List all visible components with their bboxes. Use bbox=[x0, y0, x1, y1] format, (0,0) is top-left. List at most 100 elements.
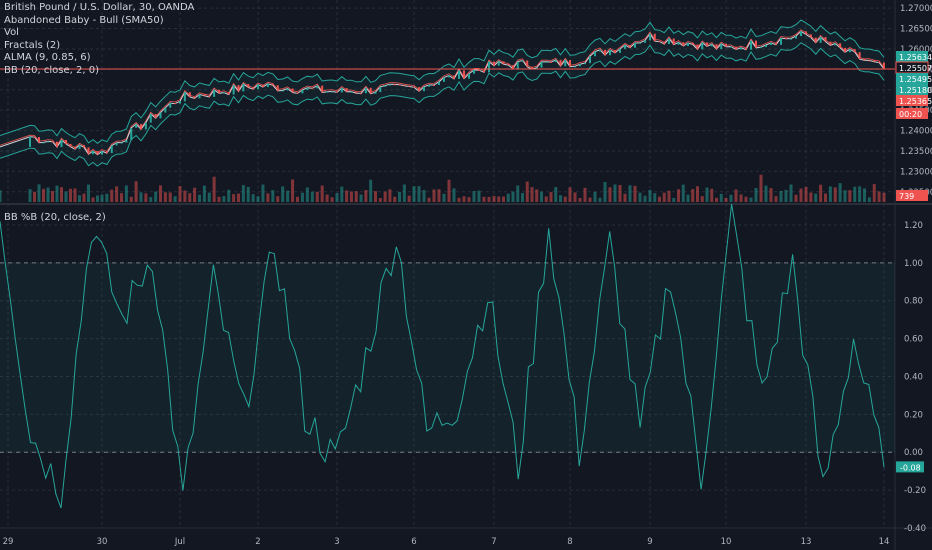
legend-symbol[interactable]: British Pound / U.S. Dollar, 30, OANDA bbox=[4, 2, 195, 13]
legend-bb-percent[interactable]: BB %B (20, close, 2) bbox=[4, 212, 106, 223]
candle bbox=[418, 87, 420, 92]
volume-bar bbox=[359, 194, 363, 202]
candle bbox=[682, 42, 685, 47]
volume-bar bbox=[33, 191, 36, 202]
price-badge-text: 1.25634 bbox=[899, 53, 932, 62]
time-tick-label: 14 bbox=[879, 537, 890, 547]
volume-bar bbox=[46, 187, 50, 202]
legend-alma[interactable]: ALMA (9, 0.85, 6) bbox=[4, 52, 91, 63]
volume-bar bbox=[398, 191, 402, 202]
legend-bb[interactable]: BB (20, close, 2, 0) bbox=[4, 64, 99, 76]
volume-bar bbox=[188, 193, 192, 202]
candle bbox=[649, 33, 651, 41]
volume-bar bbox=[848, 190, 852, 202]
volume-bar bbox=[369, 179, 373, 202]
price-badge-text: 00:20 bbox=[899, 110, 922, 119]
legend-fractals[interactable]: Fractals (2) bbox=[4, 39, 61, 51]
price-badge-bg bbox=[896, 84, 928, 95]
volume-bar bbox=[120, 193, 123, 202]
candle bbox=[858, 52, 861, 60]
candle bbox=[125, 140, 128, 143]
volume-bar bbox=[691, 189, 695, 202]
volume-bar bbox=[472, 191, 476, 202]
price-badge-text: 739 bbox=[899, 192, 914, 201]
candle bbox=[306, 87, 309, 91]
volume-bar bbox=[749, 197, 753, 202]
candle bbox=[720, 43, 723, 50]
volume-bar bbox=[427, 197, 431, 202]
candle bbox=[785, 38, 787, 40]
volume-bar bbox=[310, 191, 314, 202]
volume-bar bbox=[237, 193, 240, 202]
volume-bar bbox=[402, 184, 406, 202]
candle bbox=[105, 151, 108, 154]
volume-bar bbox=[325, 194, 329, 202]
volume-bar bbox=[144, 193, 148, 202]
volume-bar bbox=[335, 193, 339, 202]
candle bbox=[369, 87, 372, 94]
volume-bar bbox=[705, 187, 709, 202]
candle bbox=[355, 91, 358, 94]
time-tick-label: 6 bbox=[411, 537, 416, 547]
candle bbox=[448, 75, 450, 78]
candle bbox=[340, 88, 343, 93]
candle bbox=[203, 94, 206, 96]
volume-bar bbox=[563, 196, 567, 202]
volume-bar bbox=[73, 188, 77, 202]
candle bbox=[653, 33, 656, 42]
legend-abandoned-baby[interactable]: Abandoned Baby - Bull (SMA50) bbox=[4, 14, 164, 26]
volume-bar bbox=[42, 188, 45, 202]
volume-bar bbox=[345, 190, 349, 202]
candle bbox=[398, 84, 401, 86]
volume-bar bbox=[276, 196, 280, 202]
volume-bar bbox=[769, 188, 773, 202]
volume-bar bbox=[828, 186, 832, 202]
time-tick-label: 3 bbox=[334, 537, 339, 547]
volume-bar bbox=[799, 188, 803, 202]
candle bbox=[691, 43, 694, 45]
candle bbox=[101, 151, 103, 155]
volume-bar bbox=[69, 188, 72, 202]
volume-bar bbox=[492, 195, 496, 202]
candle bbox=[433, 84, 435, 86]
volume-bar bbox=[598, 197, 602, 202]
volume-bar bbox=[715, 197, 718, 202]
volume-bar bbox=[724, 197, 728, 202]
candle bbox=[512, 65, 514, 69]
volume-bar bbox=[858, 186, 862, 202]
price-badge: 739 bbox=[896, 190, 928, 201]
candle bbox=[257, 84, 259, 90]
volume-bar bbox=[154, 191, 158, 202]
candle bbox=[800, 31, 802, 37]
volume-bar bbox=[739, 194, 743, 202]
candle bbox=[569, 59, 571, 67]
candle bbox=[658, 41, 661, 43]
candle bbox=[624, 45, 626, 49]
volume-bar bbox=[516, 185, 520, 202]
volume-bar bbox=[535, 189, 539, 202]
candle bbox=[559, 59, 562, 67]
candle bbox=[507, 64, 510, 66]
volume-bar bbox=[232, 194, 236, 202]
candle bbox=[33, 136, 36, 138]
candle bbox=[423, 86, 425, 92]
candle bbox=[740, 47, 742, 50]
volume-bar bbox=[477, 190, 481, 202]
volume-bar bbox=[833, 187, 837, 202]
volume-bar bbox=[55, 185, 59, 202]
candle bbox=[242, 84, 245, 92]
candle bbox=[463, 70, 465, 79]
volume-bar bbox=[764, 185, 768, 202]
volume-bar bbox=[789, 184, 793, 202]
candle bbox=[321, 85, 324, 93]
candle bbox=[644, 40, 646, 43]
osc-badge-bg bbox=[896, 461, 924, 473]
candle bbox=[311, 87, 314, 89]
candle bbox=[169, 103, 172, 108]
volume-bar bbox=[872, 184, 876, 202]
volume-bar bbox=[511, 191, 515, 202]
legend-vol[interactable]: Vol bbox=[4, 27, 19, 38]
candle bbox=[281, 90, 284, 92]
volume-bar bbox=[681, 184, 685, 202]
